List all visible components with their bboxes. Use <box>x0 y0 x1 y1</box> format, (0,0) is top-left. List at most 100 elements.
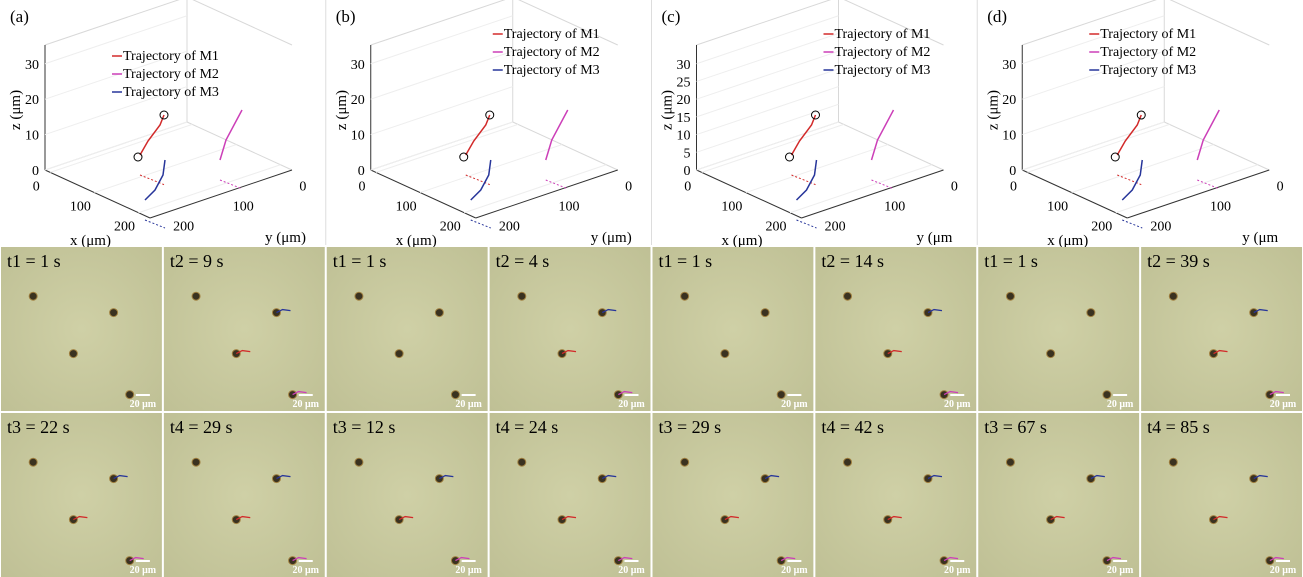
track <box>601 474 617 480</box>
scale-label: 20 μm <box>130 399 157 410</box>
trajectory <box>1121 159 1143 201</box>
time-label: t3 = 29 s <box>659 417 722 437</box>
track <box>618 556 633 562</box>
track <box>129 556 144 562</box>
axis <box>370 169 476 219</box>
grid-line <box>696 86 839 136</box>
z-tick-label: 20 <box>351 93 365 108</box>
box-edge <box>370 0 506 46</box>
grid-line <box>696 32 839 82</box>
y-axis-label: y (μm) <box>591 230 632 246</box>
y-tick-label: 100 <box>233 200 254 215</box>
track <box>618 390 633 396</box>
grid-line <box>464 164 607 214</box>
particle <box>843 457 853 467</box>
z-tick-label: 30 <box>1002 58 1016 73</box>
legend-entry: Trajectory of M1 <box>123 49 219 64</box>
grid-line <box>696 103 839 153</box>
trajectory <box>790 114 817 156</box>
micrograph <box>1 413 162 577</box>
grid-line <box>44 50 188 100</box>
marker <box>811 110 820 120</box>
y-tick-label: 100 <box>559 200 580 215</box>
y-tick-label: 100 <box>884 200 905 215</box>
z-tick-label: 10 <box>1002 129 1016 144</box>
z-tick-label: 0 <box>1009 164 1016 179</box>
micrograph <box>489 247 651 411</box>
particle <box>28 291 38 301</box>
z-tick-label: 20 <box>677 93 691 108</box>
x-tick-label: 200 <box>114 220 135 235</box>
track <box>1106 556 1122 562</box>
panel-label: (c) <box>662 7 681 26</box>
z-tick-label: 0 <box>32 164 39 179</box>
trajectory-shadow <box>144 219 166 229</box>
trajectory <box>545 109 569 161</box>
grid-line <box>1027 123 1170 173</box>
grid-line <box>745 144 889 194</box>
y-tick-label: 200 <box>499 220 520 235</box>
box-edge <box>1022 0 1157 46</box>
x-tick-label: 0 <box>1010 179 1017 194</box>
track <box>1050 515 1065 521</box>
axis <box>44 169 151 219</box>
micrograph <box>815 247 977 411</box>
y-tick-label: 0 <box>625 179 632 194</box>
trajectory <box>144 159 166 201</box>
particle <box>68 349 78 359</box>
scale-label: 20 μm <box>1107 565 1134 576</box>
particle <box>450 390 460 400</box>
x-tick-label: 100 <box>1047 200 1068 215</box>
particle <box>1005 291 1015 301</box>
x-tick-label: 100 <box>721 200 742 215</box>
z-axis-label: z (μm) <box>334 90 350 130</box>
time-label: t4 = 42 s <box>821 417 884 437</box>
micrograph <box>326 247 488 411</box>
particle <box>191 457 201 467</box>
marker <box>159 110 169 120</box>
scale-label: 20 μm <box>293 399 320 410</box>
micrograph <box>489 413 651 577</box>
particle <box>760 308 770 318</box>
legend-entry: Trajectory of M2 <box>504 45 600 60</box>
time-label: t4 = 85 s <box>1147 417 1210 437</box>
box-edge <box>696 0 832 46</box>
legend-entry: Trajectory of M2 <box>123 67 219 82</box>
z-tick-label: 0 <box>358 164 365 179</box>
particle <box>354 291 364 301</box>
particle <box>28 457 38 467</box>
time-label: t2 = 14 s <box>821 251 884 271</box>
x-tick-label: 200 <box>440 220 461 235</box>
grid-line <box>50 123 193 173</box>
track <box>887 349 902 355</box>
trajectory-shadow <box>470 219 491 229</box>
panel-label: (b) <box>336 7 356 26</box>
z-axis-label: z (μm) <box>660 90 676 130</box>
track <box>943 390 959 396</box>
marker <box>785 152 794 162</box>
micrograph <box>978 413 1140 577</box>
legend-entry: Trajectory of M3 <box>835 63 931 78</box>
grid-line <box>696 121 839 171</box>
track <box>1213 349 1228 355</box>
particle <box>1086 308 1096 318</box>
z-tick-label: 25 <box>677 75 691 90</box>
trajectory <box>795 159 818 201</box>
trajectory <box>219 109 243 161</box>
micrograph <box>1 247 162 411</box>
x-tick-label: 100 <box>70 200 91 215</box>
x-tick-label: 0 <box>359 179 366 194</box>
micrograph <box>1141 247 1302 411</box>
scale-label: 20 μm <box>455 565 482 576</box>
track <box>1269 390 1284 396</box>
grid-line <box>1071 144 1214 194</box>
grid-line <box>94 144 237 194</box>
legend-entry: Trajectory of M1 <box>835 27 931 42</box>
particle <box>843 291 853 301</box>
box-edge <box>44 0 180 46</box>
scale-label: 20 μm <box>781 399 808 410</box>
particle <box>776 390 786 400</box>
micrograph <box>1141 413 1302 577</box>
box-edge <box>843 0 944 46</box>
